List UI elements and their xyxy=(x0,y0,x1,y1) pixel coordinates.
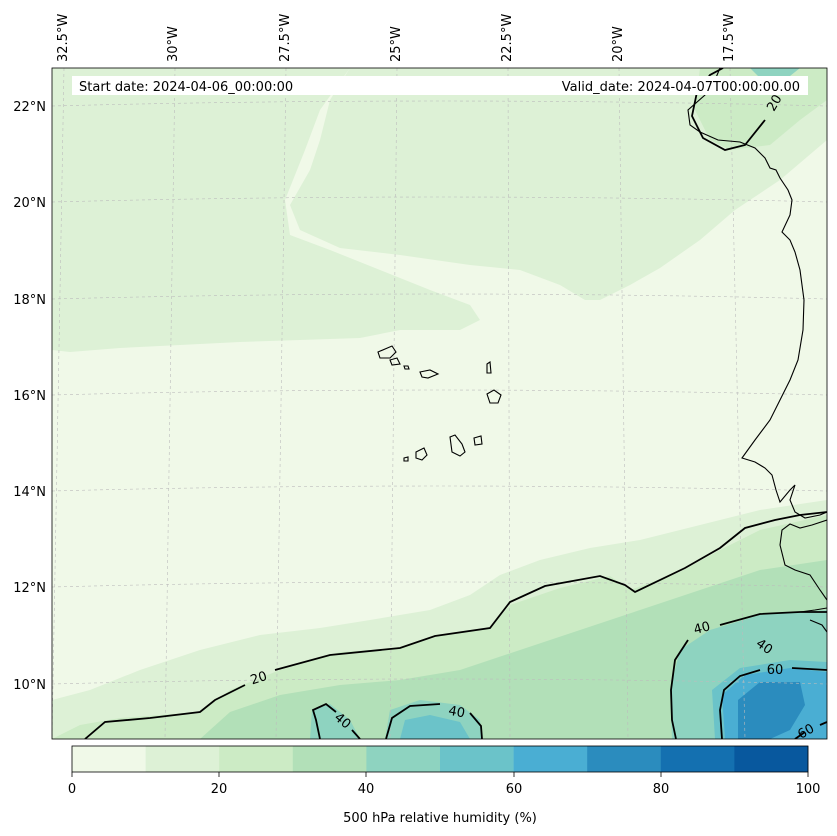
contour-label: 20 xyxy=(764,92,785,114)
gridline-lat-18 xyxy=(52,293,827,300)
colorbar-bin xyxy=(366,746,441,772)
island-brava xyxy=(403,456,409,462)
lon-label-27-5w: 27.5°W xyxy=(278,14,293,62)
lon-label-30w: 30°W xyxy=(166,26,181,62)
humidity-field-40-50-north xyxy=(750,68,800,78)
contour-label: 60 xyxy=(795,721,817,742)
coastline-africa xyxy=(687,68,827,633)
colorbar-bin xyxy=(292,746,367,772)
colorbar-bin xyxy=(440,746,514,772)
island-maio xyxy=(473,435,483,446)
lon-label-32-5w: 32.5°W xyxy=(56,14,71,62)
lat-label-22n: 22°N xyxy=(13,100,46,115)
humidity-field-70-80-east xyxy=(738,682,805,739)
date-header-background xyxy=(72,76,808,95)
gridline-lon-32-5 xyxy=(52,68,65,739)
gridline-lat-10 xyxy=(52,678,827,685)
lon-label-17-5w: 17.5°W xyxy=(722,14,737,62)
humidity-field-30-40-south xyxy=(52,560,827,739)
colorbar-bin xyxy=(145,746,220,772)
valid-date-text: Valid_date: 2024-04-07T00:00:00.00 xyxy=(562,80,800,95)
contour-20-south xyxy=(84,511,827,739)
colorbar-bin xyxy=(72,746,146,772)
colorbar-ticks xyxy=(71,772,809,777)
lon-label-25w: 25°W xyxy=(389,26,404,62)
map-border xyxy=(51,67,828,740)
gridline-lat-12 xyxy=(52,581,827,588)
lat-label-10n: 10°N xyxy=(13,678,46,693)
lat-label-20n: 20°N xyxy=(13,196,46,211)
lat-label-18n: 18°N xyxy=(13,293,46,308)
contour-label: 20 xyxy=(249,669,269,688)
humidity-field-50-60-center xyxy=(400,715,470,739)
island-sao-nicolau xyxy=(419,369,440,379)
colorbar-bin xyxy=(513,746,588,772)
contour-label: 60 xyxy=(767,663,784,678)
island-santo-antao xyxy=(377,345,397,359)
humidity-field-10-20-north xyxy=(52,68,827,352)
gridline-lon-27-5 xyxy=(275,68,287,739)
colorbar-bin xyxy=(660,746,735,772)
island-fogo xyxy=(415,447,428,461)
lon-label-20w: 20°W xyxy=(611,26,626,62)
contour-40-east xyxy=(670,611,827,739)
gridline-lon-30 xyxy=(164,68,176,739)
lon-label-22-5w: 22.5°W xyxy=(500,14,515,62)
gridline-lon-17-5 xyxy=(729,68,746,739)
gridline-lon-22-5 xyxy=(507,68,511,739)
island-sal xyxy=(486,361,492,374)
map-area xyxy=(52,68,827,739)
gridline-lat-22 xyxy=(52,100,827,107)
colorbar-tick-label-60: 60 xyxy=(506,782,523,797)
gridline-lon-20 xyxy=(618,68,629,739)
gridline-lat-14 xyxy=(52,485,827,492)
gridline-lon-25 xyxy=(389,68,398,739)
colorbar-tick-label-80: 80 xyxy=(653,782,670,797)
colorbar: 0 20 40 60 80 100 500 hPa relative humid… xyxy=(68,745,821,826)
colorbar-tick-label-20: 20 xyxy=(211,782,228,797)
island-boa-vista xyxy=(486,389,502,404)
start-date-text: Start date: 2024-04-06_00:00:00 xyxy=(79,80,293,95)
coastlines xyxy=(377,68,827,633)
gridlines xyxy=(52,68,827,739)
contour-40-west xyxy=(311,702,361,739)
contour-label: 40 xyxy=(692,619,712,638)
gridline-lat-16 xyxy=(52,389,827,396)
colorbar-bin xyxy=(734,746,809,772)
island-santiago xyxy=(449,434,466,457)
colorbar-bin xyxy=(587,746,662,772)
island-sao-vicente xyxy=(389,357,401,366)
contour-60-southeast xyxy=(794,721,827,739)
contour-60-east xyxy=(719,667,827,739)
island-santa-luzia xyxy=(403,365,410,370)
colorbar-tick-label-40: 40 xyxy=(358,782,375,797)
colorbar-bin xyxy=(219,746,294,772)
colorbar-tick-label-100: 100 xyxy=(796,782,821,797)
colorbar-border xyxy=(71,745,809,773)
contour-label: 40 xyxy=(447,704,466,722)
longitude-labels: 32.5°W 30°W 27.5°W 25°W 22.5°W 20°W 17.5… xyxy=(56,14,737,62)
colorbar-bins xyxy=(72,746,809,772)
gridline-lat-20 xyxy=(52,196,827,203)
colorbar-tick-label-0: 0 xyxy=(68,782,76,797)
contour-lines xyxy=(84,68,827,739)
contour-40-center xyxy=(385,703,483,739)
humidity-field-40-50-west xyxy=(310,704,360,739)
colorbar-label: 500 hPa relative humidity (%) xyxy=(343,811,537,826)
lat-label-12n: 12°N xyxy=(13,581,46,596)
lat-label-14n: 14°N xyxy=(13,485,46,500)
latitude-labels: 22°N 20°N 18°N 16°N 14°N 12°N 10°N xyxy=(13,100,46,693)
lat-label-16n: 16°N xyxy=(13,389,46,404)
